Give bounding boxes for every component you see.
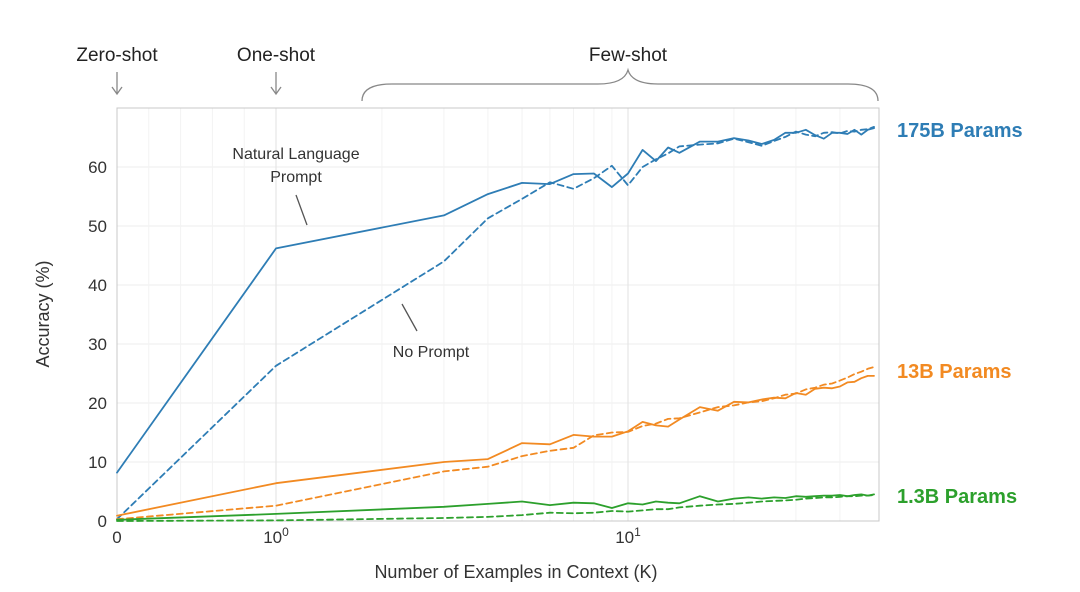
few-shot-brace (361, 67, 879, 102)
y-tick-label: 0 (98, 512, 107, 531)
y-tick-label: 40 (88, 276, 107, 295)
series-line-0-solid (116, 127, 875, 474)
y-tick-label: 60 (88, 158, 107, 177)
y-tick-label: 20 (88, 394, 107, 413)
y-tick-label: 50 (88, 217, 107, 236)
series-line-2-solid (116, 493, 875, 521)
natural-language-pointer (295, 194, 308, 226)
series-line-2-dashed (116, 494, 875, 522)
no-prompt-pointer (401, 303, 418, 332)
few-shot-label: Few-shot (589, 45, 668, 66)
one-shot-arrow (270, 72, 282, 96)
y-tick-label: 10 (88, 453, 107, 472)
series-label-13b: 13B Params (897, 361, 1012, 383)
series-line-1-solid (116, 374, 875, 517)
x-tick-label: 101 (615, 525, 641, 547)
series-line-1-dashed (116, 366, 875, 521)
axis-ticks: 0 10 20 30 40 50 60 0 100 101 (88, 158, 641, 547)
series-lines (116, 126, 875, 522)
natural-language-callout-line2: Prompt (270, 169, 322, 186)
x-axis-label: Number of Examples in Context (K) (374, 562, 657, 582)
natural-language-callout-line1: Natural Language (232, 146, 359, 163)
series-line-0-dashed (116, 126, 875, 521)
zero-shot-arrow (111, 72, 123, 96)
series-label-1-3b: 1.3B Params (897, 486, 1017, 508)
plot-frame (116, 107, 880, 522)
one-shot-label: One-shot (237, 45, 316, 66)
x-tick-label: 100 (263, 525, 289, 547)
zero-shot-label: Zero-shot (76, 45, 158, 66)
y-tick-label: 30 (88, 335, 107, 354)
no-prompt-callout: No Prompt (393, 344, 470, 361)
x-tick-label: 0 (112, 528, 121, 547)
y-axis-label: Accuracy (%) (33, 260, 53, 367)
series-label-175b: 175B Params (897, 120, 1023, 142)
grid (116, 108, 879, 521)
